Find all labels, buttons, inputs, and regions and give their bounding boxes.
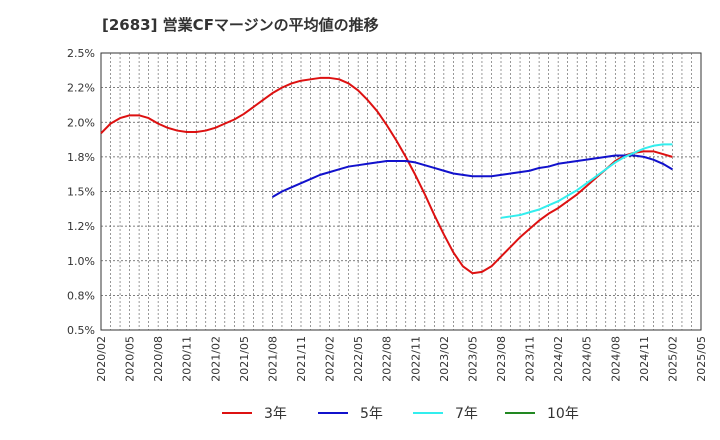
legend-label-3: 10年: [547, 406, 579, 422]
x-tick-label: 2024/08: [609, 336, 622, 382]
x-tick-label: 2020/11: [181, 336, 194, 382]
x-tick-label: 2024/05: [581, 336, 594, 382]
y-tick-label: 1.2%: [67, 220, 95, 233]
chart-title: [2683] 営業CFマージンの平均値の推移: [102, 16, 379, 34]
legend-label-1: 5年: [360, 406, 383, 422]
x-tick-label: 2024/11: [638, 336, 651, 382]
y-tick-label: 1.8%: [67, 151, 95, 164]
x-tick-label: 2022/02: [324, 336, 337, 382]
y-axis-ticks: 2.5% 2.2% 2.0% 1.8% 1.5% 1.2% 1.0% 0.8% 0.5%: [67, 47, 95, 337]
x-tick-label: 2022/05: [352, 336, 365, 382]
x-tick-label: 2021/11: [295, 336, 308, 382]
y-tick-label: 1.0%: [67, 255, 95, 268]
x-tick-label: 2023/05: [466, 336, 479, 382]
x-tick-label: 2024/02: [552, 336, 565, 382]
series-line-1: [271, 154, 673, 198]
legend-label-0: 3年: [264, 406, 287, 422]
y-tick-label: 2.2%: [67, 82, 95, 95]
y-tick-label: 2.5%: [67, 47, 95, 60]
x-tick-label: 2023/08: [495, 336, 508, 382]
x-tick-label: 2025/05: [695, 336, 708, 382]
legend-label-2: 7年: [455, 406, 478, 422]
grid: [100, 52, 702, 331]
x-tick-label: 2022/11: [409, 336, 422, 382]
x-tick-label: 2020/05: [124, 336, 137, 382]
series-line-0: [100, 76, 673, 275]
x-tick-label: 2023/02: [438, 336, 451, 382]
series-lines: [100, 76, 673, 275]
x-tick-label: 2022/08: [381, 336, 394, 382]
legend: 3年 5年 7年 10年: [222, 406, 579, 422]
y-tick-label: 2.0%: [67, 116, 95, 129]
x-tick-label: 2020/08: [152, 336, 165, 382]
x-axis-ticks: 2020/02 2020/05 2020/08 2020/11 2021/02 2021/…: [95, 336, 708, 382]
series-line-2: [500, 143, 673, 219]
x-tick-label: 2021/05: [238, 336, 251, 382]
y-tick-label: 0.8%: [67, 289, 95, 302]
x-tick-label: 2021/02: [209, 336, 222, 382]
y-tick-label: 1.5%: [67, 186, 95, 199]
x-tick-label: 2020/02: [95, 336, 108, 382]
x-tick-label: 2023/11: [524, 336, 537, 382]
x-tick-label: 2021/08: [266, 336, 279, 382]
y-tick-label: 0.5%: [67, 324, 95, 337]
x-tick-label: 2025/02: [666, 336, 679, 382]
